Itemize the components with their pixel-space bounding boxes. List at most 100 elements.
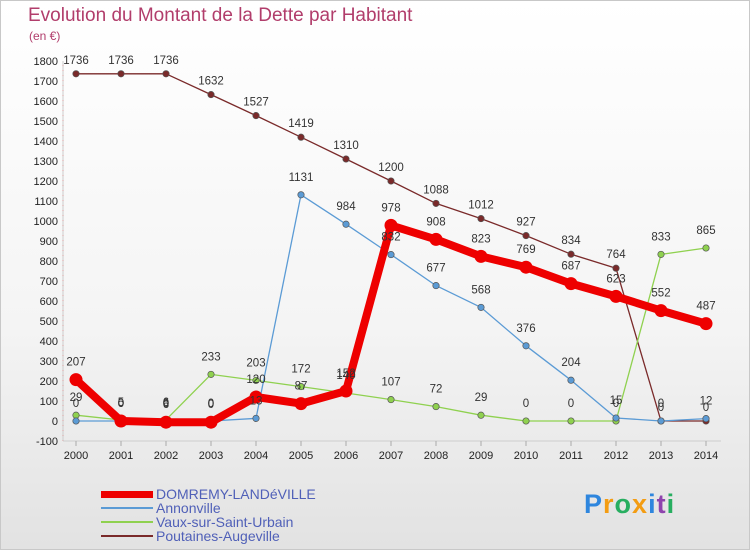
data-label: 204 <box>561 357 581 369</box>
y-tick-label: -100 <box>36 436 58 448</box>
data-label: 687 <box>561 261 580 273</box>
legend-item: DOMREMY-LANDéVILLE <box>101 487 401 501</box>
data-label: 677 <box>426 263 445 275</box>
series-point <box>297 191 305 199</box>
x-tick-label: 2005 <box>289 450 313 462</box>
x-tick-label: 2008 <box>424 450 448 462</box>
data-label: 107 <box>381 377 400 389</box>
data-label: 764 <box>606 249 626 261</box>
series-point <box>657 417 665 425</box>
series-point <box>297 383 305 391</box>
x-tick-label: 2014 <box>694 450 718 462</box>
logo-letter: i <box>666 489 676 519</box>
x-tick-label: 2009 <box>469 450 493 462</box>
legend-item: Annonville <box>101 501 401 515</box>
series-point <box>474 249 488 263</box>
series-point <box>252 414 260 422</box>
series-point <box>297 133 305 141</box>
data-label: 769 <box>516 244 535 256</box>
y-tick-label: 0 <box>52 416 58 428</box>
x-tick-label: 2012 <box>604 450 628 462</box>
legend-label: Annonville <box>156 500 221 516</box>
data-label: 5 <box>118 397 124 409</box>
data-label: 0 <box>658 402 664 414</box>
data-label: 833 <box>651 231 670 243</box>
data-label: 623 <box>606 273 625 285</box>
data-label: 87 <box>295 381 308 393</box>
y-tick-label: 1000 <box>34 216 58 228</box>
series-point <box>522 417 530 425</box>
data-label: 0 <box>208 399 214 411</box>
x-tick-label: 2004 <box>244 450 268 462</box>
y-tick-label: 1700 <box>34 76 58 88</box>
x-tick-label: 2002 <box>154 450 178 462</box>
legend-swatch <box>101 535 153 537</box>
data-label: 120 <box>246 374 265 386</box>
data-label: 1012 <box>468 200 494 212</box>
y-tick-label: 500 <box>40 316 58 328</box>
data-label: 978 <box>381 202 400 214</box>
series-point <box>612 414 620 422</box>
legend: DOMREMY-LANDéVILLE Annonville Vaux-sur-Sai… <box>101 487 401 543</box>
y-tick-label: 1800 <box>34 56 58 68</box>
series-point <box>207 91 215 99</box>
legend-item: Vaux-sur-Saint-Urbain <box>101 515 401 529</box>
data-label: 29 <box>70 392 83 404</box>
x-tick-label: 2001 <box>109 450 133 462</box>
series-point <box>342 220 350 228</box>
series-point <box>567 376 575 384</box>
data-label: 984 <box>336 201 356 213</box>
data-label: 0 <box>568 398 574 410</box>
y-tick-label: 1500 <box>34 116 58 128</box>
proxiti-logo: Proxiti <box>584 489 675 520</box>
logo-letter: o <box>614 489 633 519</box>
legend-swatch <box>101 507 153 509</box>
chart-unit-label: (en €) <box>29 29 61 43</box>
series-point <box>162 70 170 78</box>
data-label: 832 <box>381 232 400 244</box>
series-point <box>657 250 665 258</box>
y-tick-label: 1200 <box>34 176 58 188</box>
series-point <box>72 411 80 419</box>
data-label: 487 <box>696 301 715 313</box>
x-tick-label: 2011 <box>559 450 583 462</box>
series-point <box>432 199 440 207</box>
x-tick-label: 2010 <box>514 450 538 462</box>
y-tick-label: 700 <box>40 276 58 288</box>
data-label: 12 <box>700 396 713 408</box>
chart-title: Evolution du Montant de la Dette par Hab… <box>28 5 413 26</box>
data-label: 834 <box>561 235 581 247</box>
data-label: 203 <box>246 357 265 369</box>
data-label: 376 <box>516 323 535 335</box>
series-point <box>384 218 398 232</box>
series-point <box>567 417 575 425</box>
legend-swatch <box>101 491 153 498</box>
data-label: 1736 <box>153 55 179 67</box>
x-tick-label: 2007 <box>379 450 403 462</box>
data-label: 568 <box>471 284 490 296</box>
logo-letter: P <box>584 489 604 519</box>
series-point <box>432 282 440 290</box>
series-point <box>564 277 578 291</box>
series-point <box>567 250 575 258</box>
y-tick-label: 1300 <box>34 156 58 168</box>
data-label: 0 <box>73 398 79 410</box>
data-label: 823 <box>471 233 490 245</box>
data-label: 6 <box>163 397 169 409</box>
series-point <box>477 411 485 419</box>
data-label: 0 <box>118 398 124 410</box>
data-label: 927 <box>516 217 535 229</box>
series-point <box>654 304 668 318</box>
series-point <box>159 415 173 429</box>
data-label: 1088 <box>423 184 449 196</box>
y-tick-label: 1400 <box>34 136 58 148</box>
logo-letter: x <box>632 489 649 519</box>
logo-letter: t <box>656 489 667 519</box>
y-tick-label: 600 <box>40 296 58 308</box>
data-label: 865 <box>696 225 715 237</box>
series-point <box>699 317 713 331</box>
series-point <box>609 289 623 303</box>
data-label: 233 <box>201 351 220 363</box>
series-point <box>387 396 395 404</box>
